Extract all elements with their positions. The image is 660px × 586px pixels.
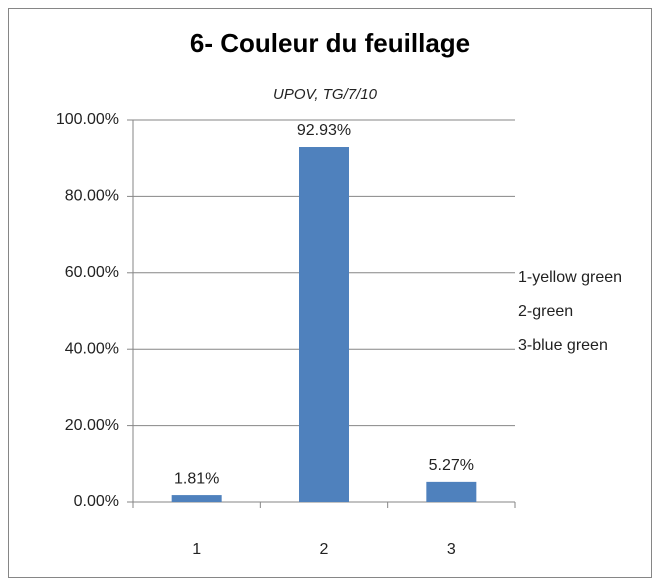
- y-tick-label: 40.00%: [65, 340, 119, 357]
- y-tick-label: 20.00%: [65, 417, 119, 434]
- y-tick-label: 100.00%: [56, 111, 119, 128]
- y-tick-label: 80.00%: [65, 188, 119, 205]
- x-tick-label: 2: [320, 541, 329, 558]
- annotation: 3-blue green: [518, 337, 608, 354]
- data-label: 1.81%: [174, 470, 219, 487]
- data-label: 5.27%: [429, 457, 474, 474]
- chart-subtitle: UPOV, TG/7/10: [273, 86, 378, 103]
- bar: [171, 495, 222, 502]
- x-tick-label: 3: [447, 541, 456, 558]
- data-label: 92.93%: [297, 122, 351, 139]
- y-tick-label: 60.00%: [65, 264, 119, 281]
- x-tick-label: 1: [192, 541, 201, 558]
- bar: [426, 481, 477, 502]
- annotation: 2-green: [518, 303, 573, 320]
- annotation: 1-yellow green: [518, 269, 622, 286]
- bar: [299, 147, 349, 503]
- chart-title: 6- Couleur du feuillage: [190, 28, 470, 58]
- y-tick-label: 0.00%: [74, 493, 119, 510]
